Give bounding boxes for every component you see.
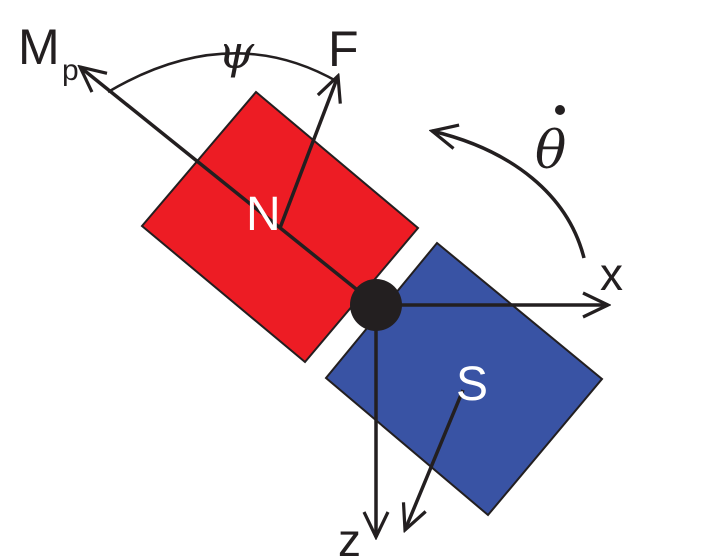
north-label: N xyxy=(246,188,281,241)
moment-arrow xyxy=(80,67,378,307)
psi-angle-arc xyxy=(107,52,339,94)
force-label: F xyxy=(328,21,359,77)
pivot-point xyxy=(350,279,402,331)
x-axis-label: x xyxy=(600,248,623,300)
moment-label: M xyxy=(18,19,60,75)
force-arrow xyxy=(278,76,338,229)
south-force-arrow xyxy=(405,389,465,530)
south-label: S xyxy=(456,358,488,411)
psi-label: ψ xyxy=(218,25,255,79)
theta-dot xyxy=(555,105,565,115)
theta-label: θ xyxy=(535,121,566,181)
moment-subscript: p xyxy=(62,54,79,87)
z-axis-label: z xyxy=(338,514,361,559)
angular-rate-arrow xyxy=(432,131,586,259)
